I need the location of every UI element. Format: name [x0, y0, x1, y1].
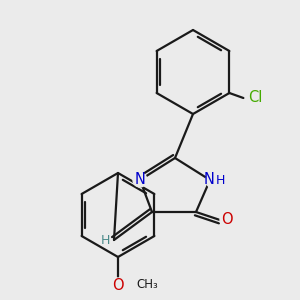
Circle shape	[133, 173, 147, 187]
Circle shape	[206, 171, 224, 189]
Circle shape	[248, 90, 263, 106]
Text: Cl: Cl	[248, 91, 262, 106]
Text: O: O	[112, 278, 124, 292]
Text: N: N	[204, 172, 214, 188]
Text: H: H	[100, 233, 110, 247]
Text: O: O	[221, 212, 233, 227]
Circle shape	[111, 278, 125, 292]
Text: N: N	[135, 172, 146, 188]
Text: CH₃: CH₃	[136, 278, 158, 292]
Circle shape	[99, 234, 111, 246]
Text: H: H	[215, 173, 225, 187]
Circle shape	[220, 213, 234, 227]
